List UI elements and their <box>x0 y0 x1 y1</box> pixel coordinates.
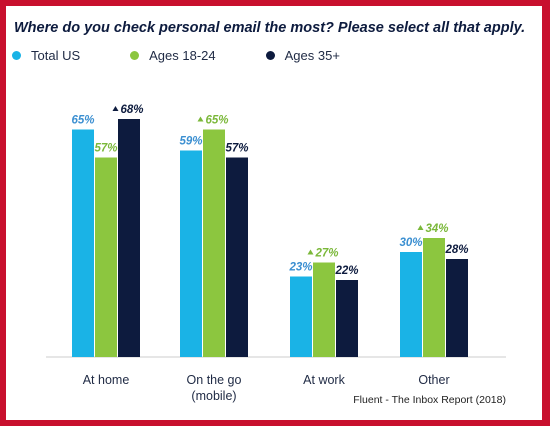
chart-title: Where do you check personal email the mo… <box>14 20 526 36</box>
bar-ages-35-at-work <box>336 280 358 357</box>
data-label-ages-35-at-home: 68% <box>120 104 143 116</box>
data-label-total-us-at-work: 23% <box>288 262 312 274</box>
bar-ages-18-24-other <box>423 238 445 357</box>
source-note: Fluent - The Inbox Report (2018) <box>353 394 506 406</box>
bar-ages-18-24-at-home <box>95 157 117 357</box>
increase-arrow-icon <box>307 249 314 255</box>
legend-item-ages-18-24: Ages 18-24 <box>130 48 216 63</box>
data-label-total-us-other: 30% <box>399 237 422 249</box>
data-label-total-us-at-home: 65% <box>71 115 94 127</box>
increase-arrow-icon <box>112 106 119 111</box>
bar-ages-35-on-the-go <box>226 157 248 357</box>
chart-legend: Total US Ages 18-24 Ages 35+ <box>12 48 390 63</box>
data-label-ages-18-24-other: 34% <box>425 223 448 235</box>
legend-label-ages-18-24: Ages 18-24 <box>149 48 216 63</box>
bar-ages-18-24-at-work <box>313 262 335 357</box>
data-label-total-us-on-the-go: 59% <box>179 136 202 148</box>
x-tick-label-on-the-go: On the go <box>187 373 242 387</box>
data-label-ages-35-at-work: 22% <box>334 265 358 277</box>
bar-total-us-on-the-go <box>180 150 202 357</box>
bar-ages-35-at-home <box>118 119 140 357</box>
legend-item-ages-35-plus: Ages 35+ <box>265 48 340 63</box>
legend-swatch-ages-18-24 <box>130 51 140 60</box>
legend-item-total-us: Total US <box>12 48 80 63</box>
legend-label-total-us: Total US <box>31 48 81 63</box>
chart-card: Where do you check personal email the mo… <box>6 6 542 420</box>
bar-ages-35-other <box>446 259 468 357</box>
legend-swatch-ages-35-plus <box>265 51 275 60</box>
data-label-ages-35-on-the-go: 57% <box>225 143 248 155</box>
x-tick-label-at-home: At home <box>83 373 130 387</box>
bar-ages-18-24-on-the-go <box>203 129 225 357</box>
data-label-ages-18-24-on-the-go: 65% <box>205 115 228 127</box>
bar-total-us-other <box>400 252 422 357</box>
x-tick-label-other: Other <box>418 373 449 387</box>
x-tick-label-on-the-go: (mobile) <box>191 389 236 403</box>
data-label-ages-18-24-at-work: 27% <box>314 248 338 260</box>
increase-arrow-icon <box>417 225 424 230</box>
legend-swatch-total-us <box>12 51 21 60</box>
legend-label-ages-35-plus: Ages 35+ <box>284 48 340 63</box>
bar-total-us-at-home <box>72 129 94 357</box>
increase-arrow-icon <box>197 116 204 122</box>
data-label-ages-18-24-at-home: 57% <box>94 143 117 155</box>
data-label-ages-35-other: 28% <box>444 244 468 256</box>
x-tick-label-at-work: At work <box>303 373 345 387</box>
bar-total-us-at-work <box>290 276 312 357</box>
